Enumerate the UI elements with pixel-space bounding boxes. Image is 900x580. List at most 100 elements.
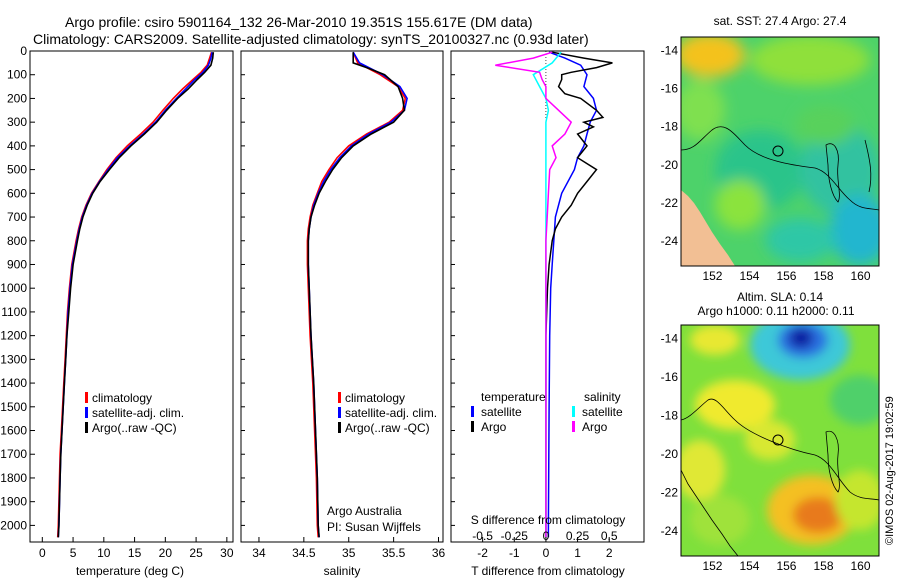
sst-map — [681, 37, 879, 266]
map-xtick-label: 156 — [776, 269, 796, 283]
legend-satellite-swatch — [85, 407, 88, 418]
legend-argo-swatch — [338, 422, 341, 433]
legend-T-satellite-label: satellite — [481, 405, 522, 419]
depth-tick-label: 1800 — [0, 471, 27, 485]
header-line2: Climatology: CARS2009. Satellite-adjuste… — [33, 31, 589, 47]
salinity-legend: climatology satellite-adj. clim. Argo(..… — [338, 391, 437, 435]
credit-line1: Argo Australia — [327, 504, 402, 518]
depth-tick-label: 1600 — [0, 424, 27, 438]
sla-reef-patch — [825, 430, 840, 493]
depth-tick-label: 1400 — [0, 376, 27, 390]
map-ytick-label: -18 — [661, 120, 679, 134]
depth-tick-label: 700 — [7, 210, 27, 224]
depth-tick-label: 600 — [7, 186, 27, 200]
depth-tick-label: 100 — [7, 68, 27, 82]
map-ytick-label: -24 — [661, 234, 679, 248]
legend-argo-swatch — [85, 422, 88, 433]
sla-map — [681, 325, 879, 556]
depth-tick-label: 500 — [7, 163, 27, 177]
map-ytick-label: -22 — [661, 196, 679, 210]
timestamp: ©IMOS 02-Aug-2017 19:02:59 — [884, 396, 896, 545]
S-diff-tick-label: -0.25 — [501, 529, 529, 543]
sla-reef-contour — [681, 398, 879, 501]
series-line-argo-raw-qc- — [57, 52, 215, 538]
temperature-tick-label: 10 — [97, 546, 111, 560]
map-ytick-label: -14 — [661, 43, 679, 57]
difference-xlabel-T: T difference from climatology — [471, 564, 625, 578]
sst-reef-patch — [825, 143, 840, 203]
sst-land — [681, 190, 735, 266]
legend-temperature-title: temperature — [481, 390, 546, 404]
salinity-tick-label: 34 — [252, 546, 266, 560]
sla-argo-marker — [772, 434, 784, 446]
S-diff-tick-label: 0.5 — [601, 529, 618, 543]
legend-T-argo-label: Argo — [481, 420, 507, 434]
map-xtick-label: 152 — [702, 559, 722, 573]
depth-tick-label: 0 — [20, 44, 27, 58]
depth-tick-label: 1000 — [0, 281, 27, 295]
credit-line2: PI: Susan Wijffels — [327, 520, 421, 534]
temperature-tick-label: 5 — [70, 546, 77, 560]
depth-tick-label: 800 — [7, 234, 27, 248]
difference-legend: temperature satellite Argo salinity sate… — [471, 390, 623, 434]
sla-map-frame — [680, 324, 880, 557]
map-xtick-label: 160 — [850, 269, 870, 283]
map-xtick-label: 154 — [739, 269, 759, 283]
sst-map-title: sat. SST: 27.4 Argo: 27.4 — [714, 14, 847, 28]
legend-T-argo-swatch — [471, 421, 474, 432]
legend-salinity-title: salinity — [584, 390, 621, 404]
map-ytick-label: -16 — [661, 82, 679, 96]
legend-S-satellite-swatch — [572, 406, 575, 417]
salinity-panel-frame — [240, 50, 444, 543]
T-diff-tick-label: 0 — [543, 546, 550, 560]
salinity-tick-label: 35 — [342, 546, 356, 560]
series-line-climatology — [56, 51, 213, 538]
map-xtick-label: 152 — [702, 269, 722, 283]
T-diff-tick-label: 1 — [574, 546, 581, 560]
S-diff-tick-label: 0 — [543, 529, 550, 543]
salinity-plot — [306, 51, 408, 538]
depth-tick-label: 1900 — [0, 495, 27, 509]
depth-tick-label: 1300 — [0, 352, 27, 366]
T-diff-tick-label: -1 — [509, 546, 520, 560]
map-ytick-label: -22 — [661, 486, 679, 500]
temperature-xlabel: temperature (deg C) — [76, 564, 184, 578]
temperature-tick-label: 25 — [189, 546, 203, 560]
depth-tick-label: 1700 — [0, 447, 27, 461]
sla-land — [681, 469, 739, 556]
legend-climatology-swatch — [85, 392, 88, 403]
legend-satellite-swatch — [338, 407, 341, 418]
sst-argo-marker — [772, 145, 784, 157]
sst-map-frame — [680, 36, 880, 267]
temperature-legend: climatology satellite-adj. clim. Argo(..… — [85, 391, 184, 435]
salinity-xlabel: salinity — [324, 564, 361, 578]
legend-S-satellite-label: satellite — [582, 405, 623, 419]
salinity-tick-label: 35.5 — [382, 546, 406, 560]
T-diff-tick-label: -2 — [477, 546, 488, 560]
series-line-t-argo — [545, 51, 613, 538]
sla-map-title-line2: Argo h1000: 0.11 h2000: 0.11 — [697, 304, 854, 318]
depth-tick-label: 400 — [7, 139, 27, 153]
legend-S-argo-label: Argo — [582, 420, 608, 434]
depth-tick-label: 2000 — [0, 518, 27, 532]
legend-S-argo-swatch — [572, 421, 575, 432]
header-line1: Argo profile: csiro 5901164_132 26-Mar-2… — [65, 14, 532, 30]
sst-reef-contour — [681, 126, 879, 211]
sla-map-title-line1: Altim. SLA: 0.14 — [737, 290, 823, 304]
temperature-panel-frame — [29, 50, 234, 543]
depth-tick-label: 1500 — [0, 400, 27, 414]
map-ytick-label: -20 — [661, 447, 679, 461]
S-diff-tick-label: -0.5 — [472, 529, 493, 543]
legend-climatology-swatch — [338, 392, 341, 403]
temperature-plot — [56, 51, 215, 538]
map-ytick-label: -24 — [661, 524, 679, 538]
legend-T-satellite-swatch — [471, 406, 474, 417]
depth-tick-label: 200 — [7, 91, 27, 105]
map-xtick-label: 158 — [813, 269, 833, 283]
S-diff-tick-label: 0.25 — [566, 529, 590, 543]
legend-climatology-label: climatology — [92, 391, 152, 405]
temperature-tick-label: 0 — [39, 546, 46, 560]
map-xtick-label: 154 — [739, 559, 759, 573]
legend-argo-label: Argo(..raw -QC) — [345, 421, 430, 435]
